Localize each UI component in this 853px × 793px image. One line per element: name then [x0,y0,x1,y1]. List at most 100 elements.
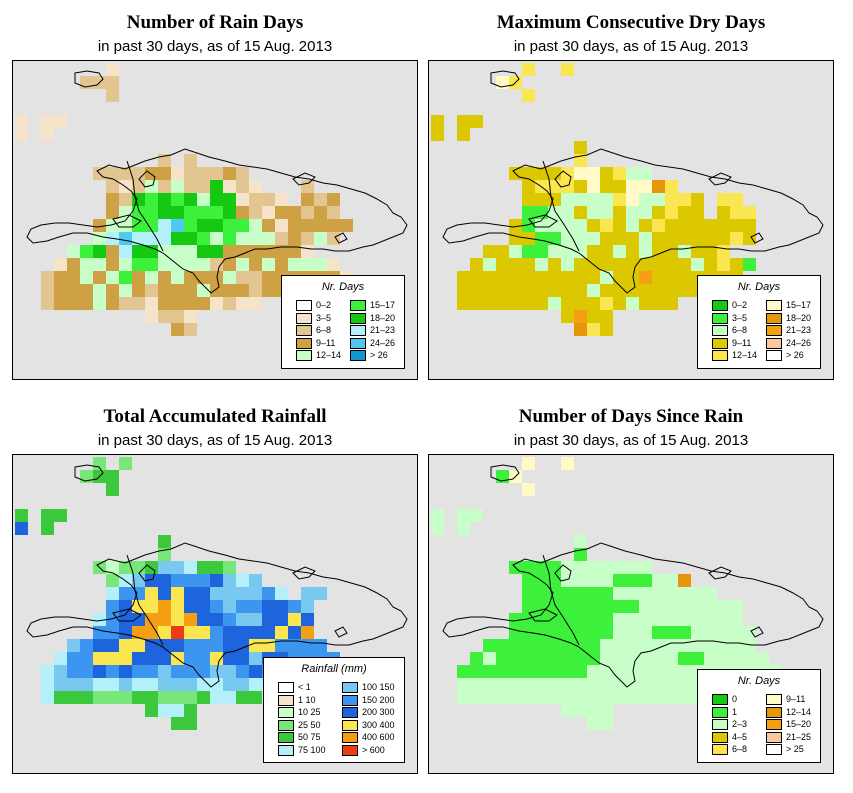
grid-cell [613,665,626,678]
panel-days-since-rain: Number of Days Since Rain in past 30 day… [428,394,834,784]
grid-cell [678,678,691,691]
grid-cell [548,561,561,574]
grid-cell [223,167,236,180]
grid-cell [574,574,587,587]
grid-cell [262,193,275,206]
grid-cell [145,232,158,245]
grid-cell [574,271,587,284]
legend-swatch [350,337,366,349]
legend-item: 15–20 [766,719,811,730]
grid-cell [522,665,535,678]
grid-cell [613,574,626,587]
grid-cell [561,193,574,206]
grid-cell [106,193,119,206]
grid-cell [184,691,197,704]
legend-title: Nr. Days [321,281,365,293]
legend-swatch [766,312,782,324]
grid-cell [275,613,288,626]
legend-label: 200 300 [362,707,395,717]
grid-cell [223,613,236,626]
grid-cell [223,245,236,258]
grid-cell [210,193,223,206]
grid-cell [600,219,613,232]
grid-cell [184,206,197,219]
grid-cell [626,613,639,626]
grid-cell [15,509,28,522]
grid-cell [496,639,509,652]
grid-cell [483,271,496,284]
grid-cell [249,219,262,232]
grid-cell [93,245,106,258]
grid-cell [600,284,613,297]
grid-cell [600,206,613,219]
grid-cell [574,678,587,691]
grid-cell [158,561,171,574]
grid-cell [314,206,327,219]
map-days-since-rain[interactable]: Nr. Days 0 1 2–3 4–5 6–8 9–11 12–14 15–20 21–25 >… [428,454,834,774]
legend-swatch [712,706,728,718]
grid-cell [145,626,158,639]
legend-swatch [278,744,294,756]
grid-cell [522,271,535,284]
grid-cell [639,219,652,232]
grid-cell [184,626,197,639]
coastline [138,170,156,188]
grid-cell [171,297,184,310]
legend-item: 9–11 [766,694,805,705]
grid-cell [236,271,249,284]
grid-cell [249,206,262,219]
legend-label: 9–11 [732,337,752,348]
coastline [542,160,580,252]
grid-cell [587,245,600,258]
map-dry-days[interactable]: Nr. Days 0–2 3–5 6–8 9–11 12–14 15–17 18–20 21–… [428,60,834,380]
grid-cell [574,652,587,665]
legend-dry-days: Nr. Days 0–2 3–5 6–8 9–11 12–14 15–17 18–20 21–… [697,275,821,369]
grid-cell [678,626,691,639]
grid-cell [171,284,184,297]
grid-cell [158,691,171,704]
grid-cell [535,245,548,258]
legend-label: > 25 [786,744,804,754]
grid-cell [717,613,730,626]
grid-cell [249,245,262,258]
legend-swatch [712,337,728,349]
grid-cell [41,271,54,284]
grid-cell [262,639,275,652]
grid-cell [171,323,184,336]
grid-cell [704,245,717,258]
grid-cell [574,613,587,626]
grid-cell [197,180,210,193]
grid-cell [613,678,626,691]
grid-cell [236,639,249,652]
legend-swatch [712,744,728,755]
grid-cell [93,678,106,691]
grid-cell [730,639,743,652]
grid-cell [54,258,67,271]
grid-cell [639,245,652,258]
grid-cell [93,626,106,639]
grid-cell [548,245,561,258]
grid-cell [548,639,561,652]
grid-cell [223,297,236,310]
legend-item: 21–23 [766,325,811,336]
map-rain-days[interactable]: Nr. Days 0–2 3–5 6–8 9–11 12–14 15–17 18–20 21–… [12,60,418,380]
grid-cell [158,652,171,665]
grid-cell [522,284,535,297]
legend-swatch [278,707,294,718]
legend-label: 1 10 [298,694,316,705]
grid-cell [704,587,717,600]
grid-cell [93,665,106,678]
grid-cell [145,587,158,600]
grid-cell [119,639,132,652]
grid-cell [106,206,119,219]
grid-cell [184,717,197,730]
map-total-rainfall[interactable]: Rainfall (mm) < 1 1 10 10 25 25 50 50 75 75 1… [12,454,418,774]
grid-cell [288,613,301,626]
grid-cell [652,284,665,297]
coastline [528,608,558,622]
grid-cell [626,271,639,284]
legend-swatch [712,694,728,705]
grid-cell [730,652,743,665]
grid-cell [496,284,509,297]
grid-cell [184,310,197,323]
